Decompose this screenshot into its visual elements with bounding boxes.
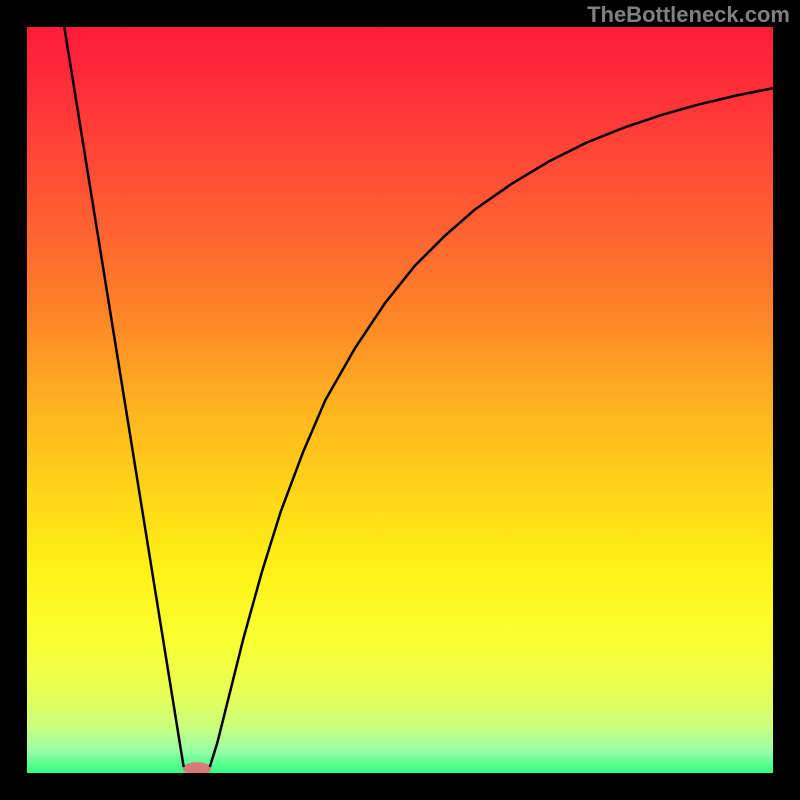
right-curve bbox=[210, 88, 773, 767]
watermark-text: TheBottleneck.com bbox=[587, 2, 790, 28]
chart-container: TheBottleneck.com bbox=[0, 0, 800, 800]
minimum-marker bbox=[183, 762, 211, 773]
plot-area bbox=[27, 27, 773, 773]
curve-layer bbox=[27, 27, 773, 773]
left-line bbox=[64, 27, 183, 767]
